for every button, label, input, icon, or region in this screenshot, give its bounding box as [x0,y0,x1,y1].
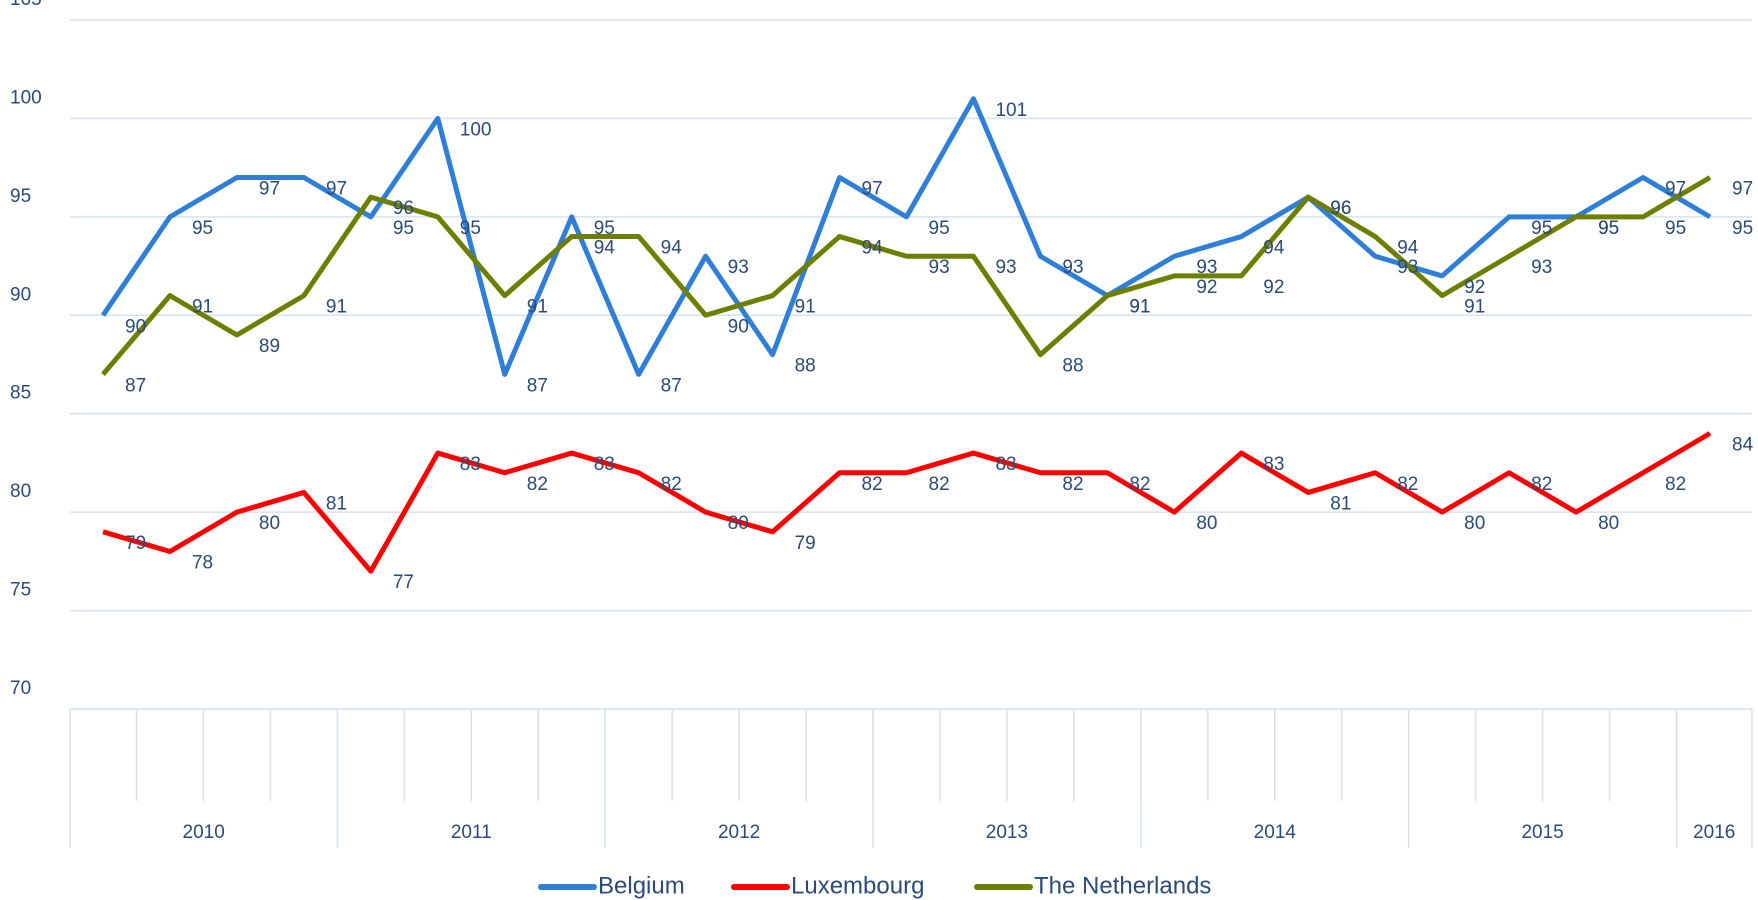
data-label: 80 [1464,513,1485,534]
y-tick-label: 85 [10,383,31,404]
data-label: 91 [1464,297,1485,318]
data-label: 91 [1129,297,1150,318]
y-tick-label: 100 [10,87,42,108]
data-label: 87 [527,375,548,396]
data-label: 95 [1598,218,1619,239]
data-label: 95 [1732,218,1753,239]
data-label: 80 [1598,513,1619,534]
y-tick-label: 80 [10,481,31,502]
data-label: 79 [795,533,816,554]
data-label: 96 [393,198,414,219]
data-label: 93 [1397,257,1418,278]
data-label: 95 [460,218,481,239]
data-label: 96 [1330,198,1351,219]
data-label: 88 [795,356,816,377]
data-label: 95 [393,218,414,239]
year-label: 2011 [451,822,492,843]
data-label: 93 [995,257,1016,278]
data-label: 89 [259,336,280,357]
data-label: 80 [1196,513,1217,534]
data-label: 93 [728,257,749,278]
data-label: 88 [1062,356,1083,377]
legend-label: Luxembourg [791,872,924,899]
data-label: 92 [1263,277,1284,298]
data-label: 91 [1129,297,1150,318]
year-label: 2010 [183,822,225,843]
data-label: 97 [326,179,347,200]
data-label: 78 [192,553,213,574]
data-label: 90 [125,316,146,337]
data-label: 97 [259,179,280,200]
data-label: 95 [594,218,615,239]
data-label: 94 [1263,238,1285,259]
data-label: 82 [1665,474,1686,495]
y-tick-label: 75 [10,580,31,601]
data-label: 77 [393,572,414,593]
data-label: 92 [1464,277,1485,298]
series-line [100,96,1712,377]
data-label: 81 [1330,493,1351,514]
data-label: 83 [460,454,481,475]
data-label: 97 [862,179,883,200]
data-label: 82 [1129,474,1150,495]
data-label: 91 [527,297,548,318]
data-label: 93 [1531,257,1552,278]
data-label: 82 [929,474,950,495]
data-label: 97 [1732,179,1753,200]
data-label: 94 [594,238,616,259]
series-line [101,175,1712,376]
data-label: 82 [1397,474,1418,495]
data-label: 97 [1665,179,1686,200]
data-label: 94 [661,238,683,259]
data-label: 83 [995,454,1016,475]
data-label: 93 [929,257,950,278]
series-line [102,431,1712,574]
data-label: 82 [527,474,548,495]
data-label: 96 [1330,198,1351,219]
data-label: 95 [1665,218,1686,239]
data-label: 83 [594,454,615,475]
data-label: 81 [326,493,347,514]
data-label: 91 [192,297,213,318]
data-label: 82 [1062,474,1083,495]
data-label: 87 [125,375,146,396]
data-label: 80 [259,513,280,534]
year-label: 2013 [986,822,1028,843]
data-label: 95 [1598,218,1619,239]
data-label: 94 [862,238,884,259]
data-label: 100 [460,119,492,140]
data-label: 93 [1062,257,1083,278]
data-label: 82 [661,474,682,495]
year-label: 2014 [1254,822,1297,843]
year-label: 2012 [718,822,760,843]
y-tick-label: 95 [10,186,31,207]
legend-label: Belgium [598,872,685,899]
data-label: 82 [862,474,883,495]
y-tick-label: 90 [10,284,31,305]
data-label: 94 [1397,238,1419,259]
data-label: 101 [995,100,1027,121]
legend-label: The Netherlands [1034,872,1211,899]
data-label: 95 [1531,218,1552,239]
data-label: 82 [1531,474,1552,495]
data-label: 80 [728,513,749,534]
y-tick-label: 70 [10,678,31,699]
data-label: 91 [326,297,347,318]
year-label: 2016 [1693,822,1735,843]
data-label: 95 [929,218,950,239]
data-label: 83 [1263,454,1284,475]
data-label: 95 [192,218,213,239]
year-label: 2015 [1521,822,1563,843]
data-label: 90 [728,316,749,337]
data-label: 91 [795,297,816,318]
y-tick-label: 105 [10,0,42,10]
data-label: 79 [125,533,146,554]
data-label: 93 [1196,257,1217,278]
data-label: 87 [661,375,682,396]
data-label: 92 [1196,277,1217,298]
data-label: 84 [1732,434,1754,455]
